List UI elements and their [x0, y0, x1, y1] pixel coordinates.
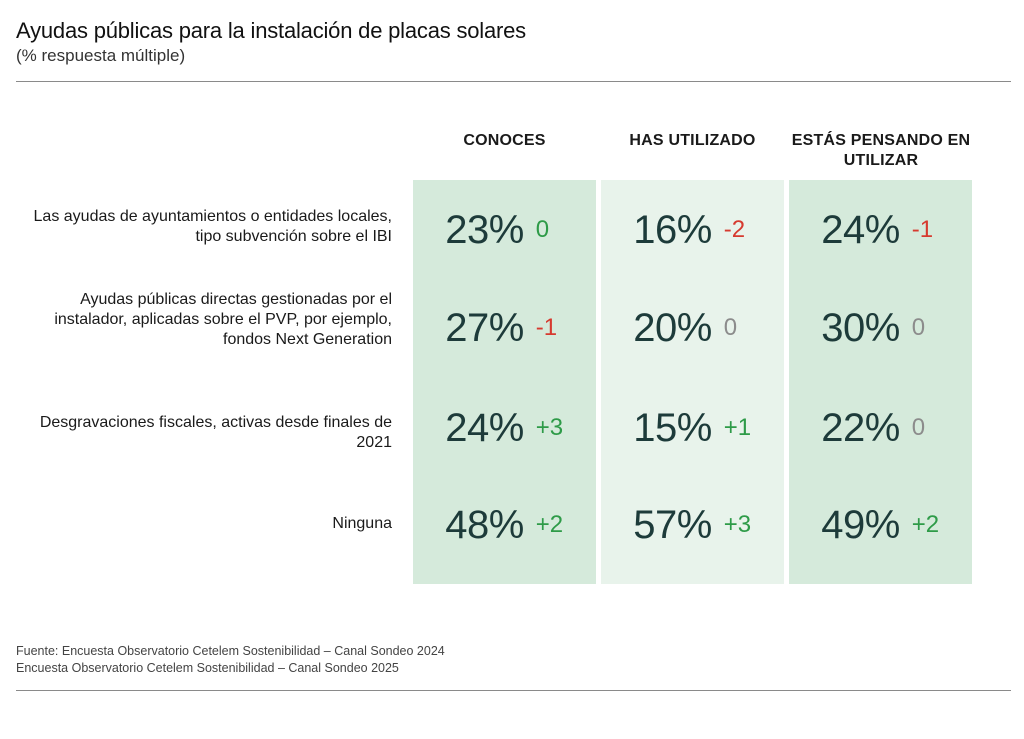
percentage-value: 49%	[821, 502, 900, 547]
percentage-value: 16%	[633, 207, 712, 252]
change-value: 0	[535, 216, 550, 243]
column-background-conoces	[413, 180, 596, 584]
value-cell: 49% +2	[789, 500, 972, 550]
percentage-value: 20%	[633, 305, 712, 350]
source-note: Fuente: Encuesta Observatorio Cetelem So…	[16, 644, 445, 658]
top-divider	[16, 81, 1011, 82]
value-cell: 20% 0	[601, 303, 784, 353]
change-value: +1	[723, 414, 752, 441]
value-cell: 24% +3	[413, 403, 596, 453]
column-background-estas-pensando	[789, 180, 972, 584]
change-value: +2	[535, 511, 564, 538]
change-value: 0	[911, 314, 926, 341]
row-label: Desgravaciones fiscales, activas desde f…	[39, 414, 392, 451]
row-label: Ninguna	[332, 515, 392, 532]
row-label: Las ayudas de ayuntamientos o entidades …	[33, 208, 392, 245]
percentage-value: 24%	[821, 207, 900, 252]
value-cell: 24% -1	[789, 205, 972, 255]
percentage-value: 48%	[445, 502, 524, 547]
percentage-value: 27%	[445, 305, 524, 350]
percentage-value: 23%	[445, 207, 524, 252]
change-value: -1	[911, 216, 934, 243]
column-header-estas-pensando: ESTÁS PENSANDO EN UTILIZAR	[791, 132, 971, 169]
change-value: -1	[535, 314, 558, 341]
percentage-value: 57%	[633, 502, 712, 547]
percentage-value: 22%	[821, 405, 900, 450]
change-value: 0	[723, 314, 738, 341]
chart-subtitle: (% respuesta múltiple)	[16, 46, 186, 65]
value-cell: 57% +3	[601, 500, 784, 550]
column-header-has-utilizado: HAS UTILIZADO	[629, 132, 756, 149]
change-value: +2	[911, 511, 940, 538]
change-value: +3	[535, 414, 564, 441]
value-cell: 15% +1	[601, 403, 784, 453]
value-cell: 22% 0	[789, 403, 972, 453]
percentage-value: 24%	[445, 405, 524, 450]
value-cell: 23% 0	[413, 205, 596, 255]
column-background-has-utilizado	[601, 180, 784, 584]
value-cell: 48% +2	[413, 500, 596, 550]
source-note: Encuesta Observatorio Cetelem Sostenibil…	[16, 661, 399, 675]
value-cell: 16% -2	[601, 205, 784, 255]
percentage-value: 15%	[633, 405, 712, 450]
chart-title: Ayudas públicas para la instalación de p…	[16, 18, 526, 43]
value-cell: 27% -1	[413, 303, 596, 353]
column-header-conoces: CONOCES	[463, 132, 546, 149]
bottom-divider	[16, 690, 1011, 691]
percentage-value: 30%	[821, 305, 900, 350]
value-cell: 30% 0	[789, 303, 972, 353]
change-value: -2	[723, 216, 746, 243]
change-value: +3	[723, 511, 752, 538]
row-label: Ayudas públicas directas gestionadas por…	[54, 291, 392, 348]
change-value: 0	[911, 414, 926, 441]
